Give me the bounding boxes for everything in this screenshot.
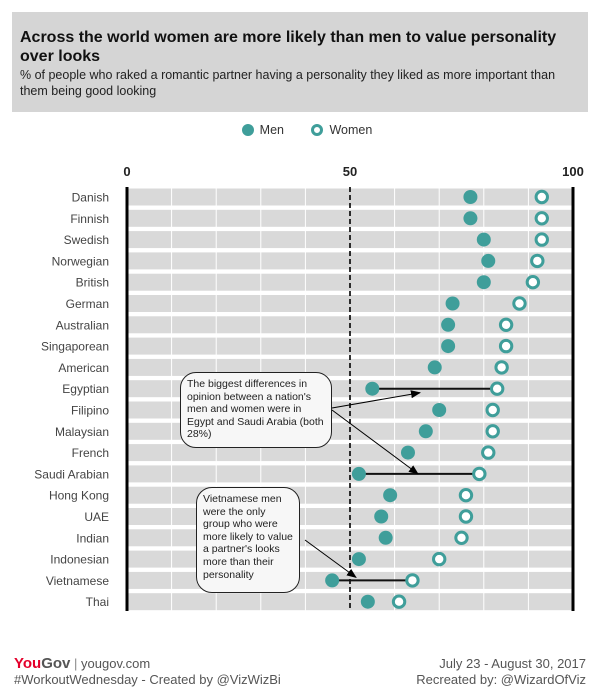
women-dot: [494, 360, 509, 375]
category-label: German: [66, 297, 109, 311]
x-tick-label: 50: [343, 164, 357, 179]
annotation-arrow: [331, 409, 419, 475]
legend: Men Women: [0, 122, 600, 137]
annotation-vietnam: Vietnamese men were the only group who w…: [196, 487, 300, 593]
men-dot: [441, 317, 456, 332]
recreated-credit: Recreated by: @WizardOfViz: [416, 672, 586, 687]
men-dot: [476, 275, 491, 290]
legend-men-label: Men: [259, 122, 284, 137]
chart-subtitle: % of people who raked a romantic partner…: [20, 68, 556, 98]
women-dot: [525, 275, 541, 290]
men-dot: [400, 445, 415, 460]
women-dot: [485, 402, 500, 418]
women-dot: [512, 296, 527, 311]
men-dot: [351, 552, 366, 567]
women-dot: [498, 338, 514, 354]
men-dot: [481, 253, 496, 268]
men-dot: [418, 424, 433, 439]
category-label: American: [58, 361, 109, 375]
category-label: Vietnamese: [46, 574, 109, 588]
category-label: French: [72, 446, 109, 460]
annotation-arrow: [331, 390, 421, 409]
category-label: Saudi Arabian: [34, 467, 109, 481]
separator: |: [74, 656, 78, 671]
category-label: Filipino: [71, 404, 109, 418]
men-dot: [378, 530, 393, 545]
women-dot: [534, 189, 549, 205]
date-range: July 23 - August 30, 2017: [439, 656, 586, 671]
men-dot: [432, 403, 447, 417]
women-dot: [454, 530, 469, 545]
women-dot: [458, 509, 474, 524]
women-dot: [530, 253, 545, 269]
annotation-egypt-saudi: The biggest differences in opinion betwe…: [180, 372, 332, 448]
annotation-arrow: [304, 539, 357, 578]
category-label: Hong Kong: [49, 489, 109, 503]
legend-women-label: Women: [329, 122, 373, 137]
row-band: [127, 209, 573, 227]
legend-women-marker: [311, 123, 324, 136]
category-label: Indian: [76, 531, 109, 545]
women-dot: [534, 211, 549, 226]
women-dot: [472, 466, 487, 482]
chart-title: Across the world women are more likely t…: [20, 29, 557, 65]
men-dot: [360, 594, 375, 609]
category-label: Finnish: [70, 212, 109, 226]
header: Across the world women are more likely t…: [12, 12, 588, 112]
women-dot: [498, 317, 514, 332]
row-band: [127, 593, 573, 611]
footer-left: YouGov | yougov.com #WorkoutWednesday - …: [14, 656, 281, 688]
footer-right: July 23 - August 30, 2017 Recreated by: …: [416, 656, 586, 688]
row-band: [127, 337, 573, 355]
category-label: Norwegian: [52, 254, 109, 268]
category-label: UAE: [84, 510, 109, 524]
men-dot: [374, 509, 389, 524]
x-tick-label: 0: [123, 164, 130, 179]
women-dot: [432, 551, 447, 567]
legend-men-marker: [241, 123, 254, 136]
women-dot: [485, 424, 500, 439]
category-label: Swedish: [64, 233, 109, 247]
category-label: Australian: [56, 318, 109, 332]
men-dot: [325, 573, 340, 588]
category-label: Thai: [86, 595, 109, 609]
yougov-logo-you: You: [14, 655, 42, 672]
men-dot: [351, 466, 366, 481]
category-label: Indonesian: [50, 553, 109, 567]
women-dot: [391, 594, 407, 609]
men-dot: [463, 211, 478, 226]
women-dot: [405, 573, 420, 588]
women-dot: [481, 445, 496, 460]
men-dot: [427, 360, 442, 375]
row-band: [127, 273, 573, 291]
men-dot: [383, 488, 398, 503]
women-dot: [489, 381, 505, 396]
x-tick-label: 100: [562, 164, 584, 179]
dot-chart: 0 50 100 Danish Finnish Swedish Norwegian Briti…: [34, 164, 584, 611]
category-label: Egyptian: [62, 382, 109, 396]
men-dot: [476, 232, 491, 247]
women-dot: [458, 488, 474, 503]
men-dot: [365, 381, 380, 396]
women-dot: [534, 232, 549, 247]
category-label: Danish: [72, 191, 109, 205]
site-link[interactable]: yougov.com: [81, 656, 151, 671]
row-band: [127, 465, 573, 483]
men-dot: [463, 190, 478, 204]
category-label: Singaporean: [41, 340, 109, 354]
category-label: Malaysian: [55, 425, 109, 439]
yougov-logo-gov: Gov: [41, 655, 71, 672]
category-label: British: [76, 276, 109, 290]
men-dot: [441, 339, 456, 354]
men-dot: [445, 296, 460, 311]
credit: #WorkoutWednesday - Created by @VizWizBi: [14, 672, 281, 687]
